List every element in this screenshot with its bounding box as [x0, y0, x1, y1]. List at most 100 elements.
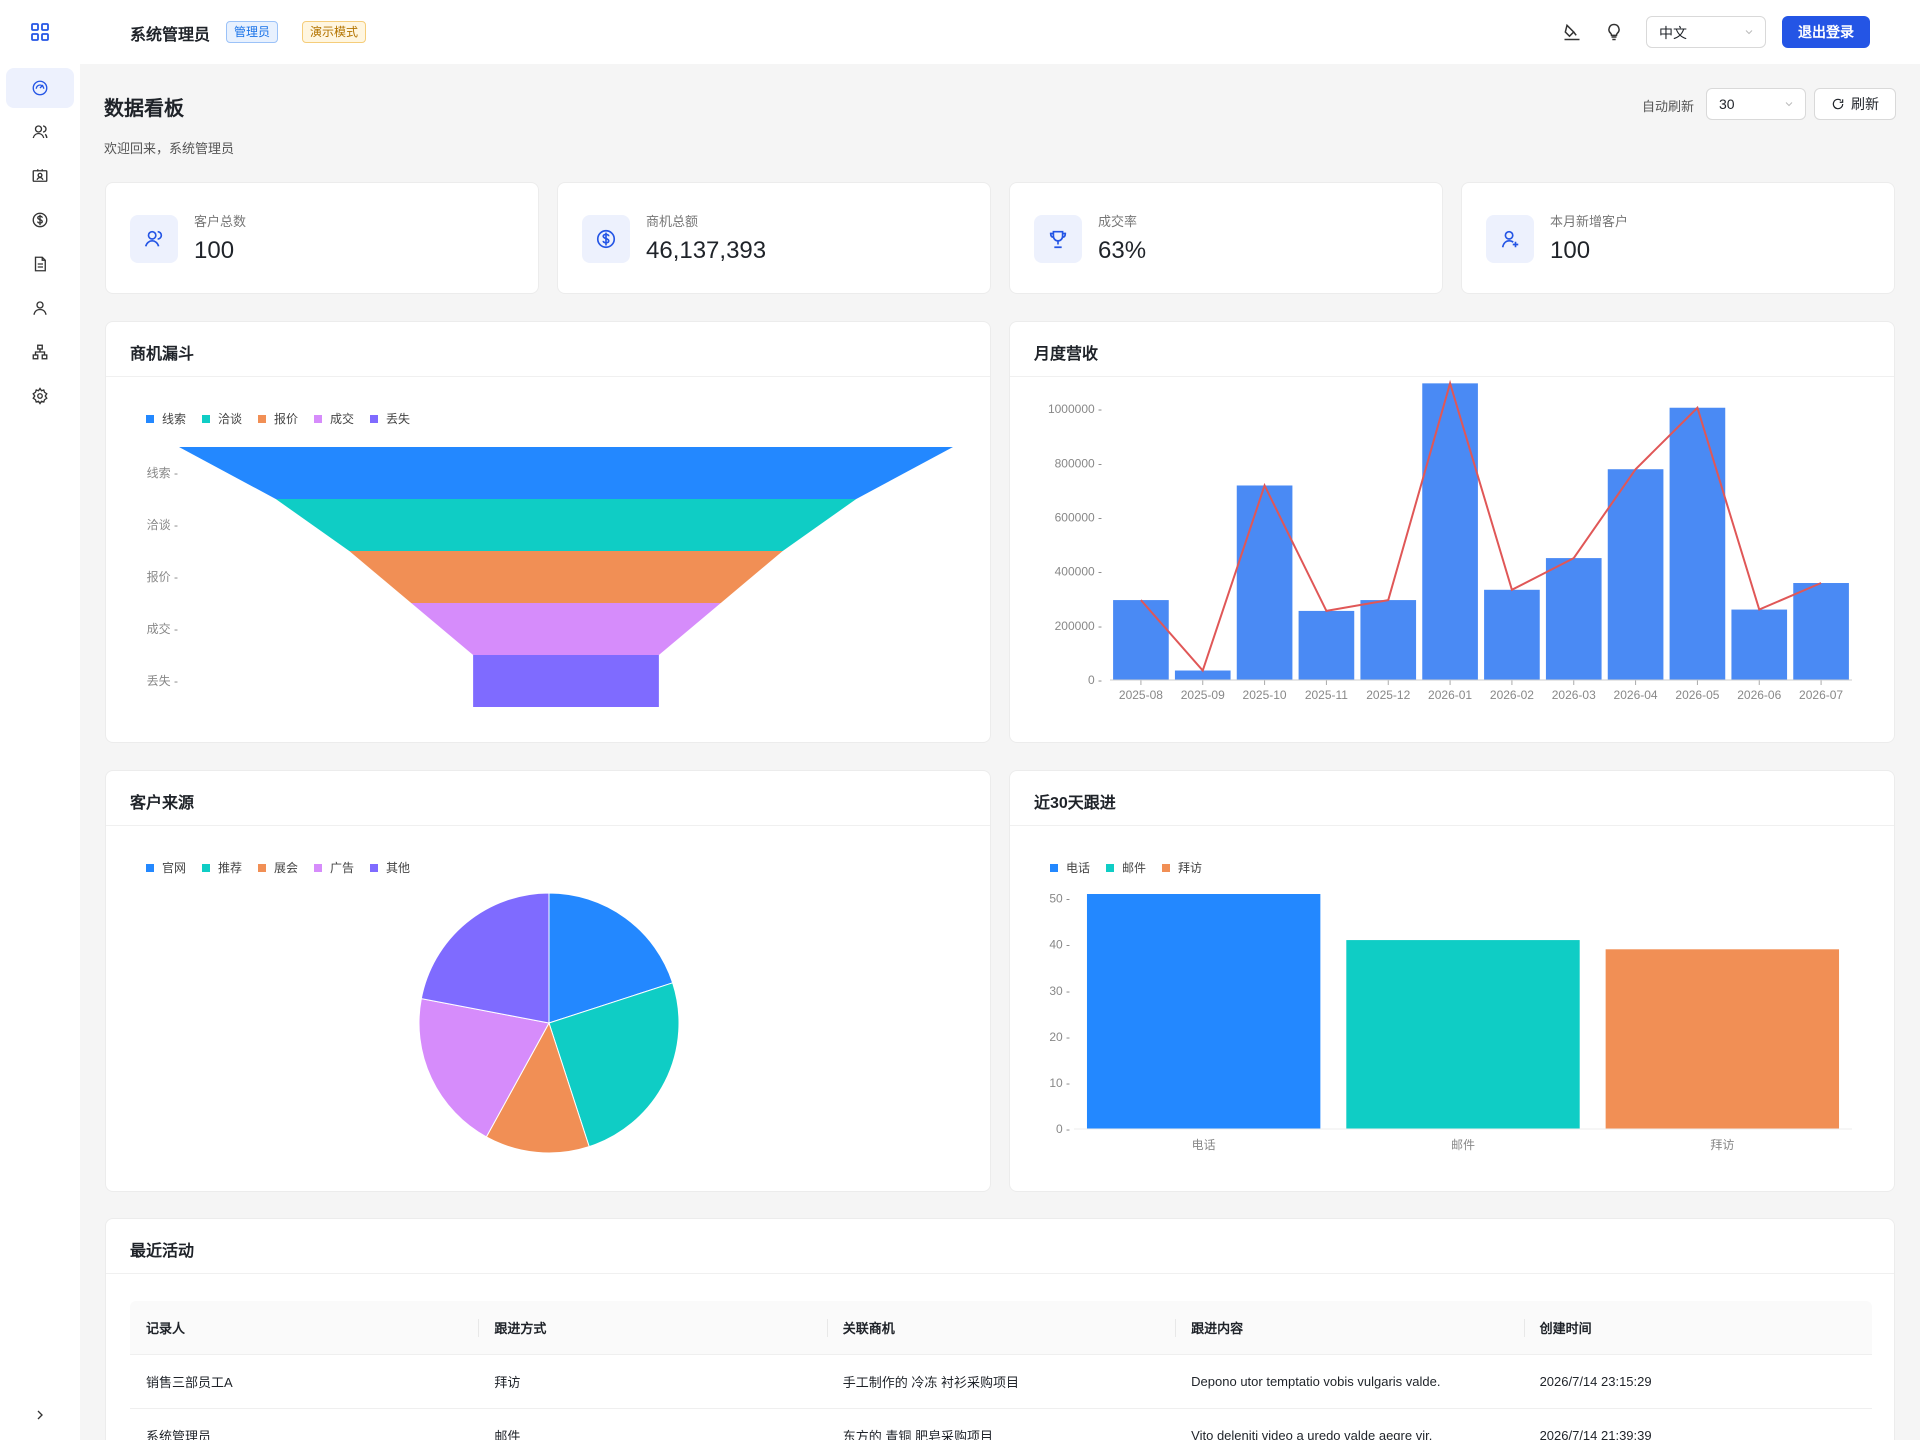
legend-swatch [258, 864, 266, 872]
legend-swatch [202, 415, 210, 423]
app-title: 系统管理员 [130, 27, 211, 44]
table-cell: 拜访 [494, 1375, 521, 1390]
document-icon [34, 256, 46, 272]
gear-icon [32, 387, 48, 405]
legend-swatch [202, 864, 210, 872]
pie-slice [548, 892, 674, 1024]
x-tick-label: 电话 [1192, 1138, 1216, 1152]
table-row[interactable]: 系统管理员 邮件 东方的 青铜 肥皂采购项目 Vito deleniti vid… [130, 1409, 1872, 1440]
auto-refresh-label: 自动刷新 [1642, 99, 1695, 114]
table-cell: 手工制作的 冷冻 衬衫采购项目 [842, 1375, 1020, 1390]
legend-swatch [1162, 864, 1170, 872]
x-tick-label: 2026-01 [1428, 688, 1472, 702]
sidebar [0, 0, 80, 1440]
sidebar-item-organization[interactable] [6, 332, 74, 372]
legend-swatch [370, 415, 378, 423]
legend-label: 官网 [162, 860, 186, 875]
funnel-segment [179, 447, 953, 499]
y-tick-label: 200000 - [1055, 619, 1102, 633]
x-tick-label: 邮件 [1451, 1138, 1475, 1152]
x-tick-label: 2026-03 [1552, 688, 1596, 702]
bulb-icon[interactable] [1604, 22, 1624, 42]
revenue-bar [1298, 610, 1355, 680]
theme-icon[interactable] [1562, 22, 1582, 42]
revenue-bar [1545, 558, 1602, 680]
refresh-icon [1832, 98, 1844, 110]
panel-title: 最近活动 [130, 1243, 195, 1260]
legend-swatch [370, 864, 378, 872]
column-header: 跟进方式 [478, 1301, 826, 1354]
user-icon [33, 301, 47, 315]
y-tick-label: 800000 - [1055, 456, 1102, 470]
sidebar-item-dashboard[interactable] [6, 68, 74, 108]
x-tick-label: 2026-07 [1799, 688, 1843, 702]
stat-label: 商机总额 [646, 214, 699, 229]
welcome-text: 欢迎回来，系统管理员 [104, 141, 235, 156]
followup-bar [1346, 940, 1580, 1129]
org-chart-icon [32, 344, 48, 360]
sidebar-item-opportunities[interactable] [6, 200, 74, 240]
table-cell: 2026/7/14 21:39:39 [1539, 1428, 1652, 1440]
apps-grid-icon[interactable] [28, 20, 52, 44]
followup-bar [1605, 949, 1840, 1129]
top-header: 系统管理员 管理员 演示模式 中文 退出登录 [80, 0, 1920, 64]
followup-chart: 电话 邮件 拜访0 -10 -20 -30 -40 -50 -电话 邮件 拜访 [1049, 861, 1852, 1152]
contact-card-icon [32, 169, 48, 182]
revenue-trend-line [1140, 379, 1822, 673]
table-row[interactable]: 销售三部员工A 拜访 手工制作的 冷冻 衬衫采购项目 Depono utor t… [130, 1355, 1872, 1409]
followup-panel: 近30天跟进 电话 邮件 拜访 0 -10 -20 -30 -40 -50 - 电话 邮件… [1009, 770, 1895, 1192]
funnel-segment [473, 655, 659, 707]
language-select[interactable]: 中文 [1646, 16, 1766, 48]
x-tick-label: 2026-05 [1675, 688, 1719, 702]
sidebar-item-users[interactable] [6, 288, 74, 328]
column-header: 关联商机 [826, 1301, 1175, 1354]
legend-label: 拜访 [1178, 861, 1202, 875]
legend-label: 丢失 [386, 411, 410, 426]
page-title: 数据看板 [104, 98, 184, 120]
stat-value: 63% [1098, 237, 1147, 264]
y-tick-label: 0 - [1088, 673, 1102, 687]
auto-refresh-select[interactable]: 30 [1706, 88, 1806, 120]
sidebar-item-settings[interactable] [6, 376, 74, 416]
role-tag: 管理员 [226, 21, 279, 43]
sidebar-item-contacts[interactable] [6, 156, 74, 196]
revenue-bar [1113, 600, 1169, 680]
legend-label: 报价 [274, 411, 298, 426]
legend-label: 广告 [330, 861, 354, 875]
pie-slice [418, 998, 550, 1138]
y-tick-label: 50 - [1049, 892, 1070, 906]
logout-button[interactable]: 退出登录 [1782, 16, 1870, 48]
revenue-bar [1236, 485, 1293, 680]
revenue-chart: 0 - 200000 - 400000 - 600000 - 800000 - 10000… [1048, 379, 1852, 702]
x-tick-label: 2025-08 [1119, 688, 1163, 702]
legend-swatch [314, 864, 322, 872]
panel-title: 商机漏斗 [130, 346, 195, 363]
panel-title: 月度营收 [1034, 346, 1099, 363]
sidebar-item-customers[interactable] [6, 112, 74, 152]
y-tick-label: 20 - [1049, 1030, 1070, 1044]
legend-label: 成交 [330, 411, 354, 426]
followup-bar [1086, 894, 1321, 1129]
funnel-panel: 商机漏斗 线索 洽谈 报价 成交 丢失 线索 - 洽谈 - 报价 - 成交 - 丢失 - [105, 321, 991, 743]
legend-label: 推荐 [218, 861, 242, 875]
legend-label: 洽谈 [218, 412, 242, 426]
column-header: 跟进内容 [1175, 1301, 1523, 1354]
legend-label: 其他 [386, 861, 410, 875]
pie-slice [420, 892, 550, 1024]
legend-label: 电话 [1066, 861, 1090, 875]
stat-card-conversion-rate: 成交率 63% [1009, 182, 1443, 294]
table-cell: 东方的 青铜 肥皂采购项目 [842, 1429, 994, 1440]
table-cell: 2026/7/14 23:15:29 [1539, 1374, 1652, 1389]
legend-swatch [1106, 864, 1114, 872]
sidebar-collapse-button[interactable] [28, 1403, 52, 1427]
refresh-button[interactable]: 刷新 [1814, 88, 1896, 120]
chevron-down-icon [1745, 30, 1753, 35]
legend-swatch [146, 415, 154, 423]
source-pie-chart: 官网 推荐 展会 广告 其他 [146, 860, 680, 1154]
sidebar-item-contracts[interactable] [6, 244, 74, 284]
y-tick-label: 40 - [1049, 938, 1070, 952]
activity-table: 记录人 跟进方式 关联商机 跟进内容 创建时间 销售三部员工A 拜访 手工制作的… [130, 1301, 1872, 1440]
y-tick-label: 600000 - [1055, 510, 1102, 524]
x-tick-label: 2026-06 [1737, 688, 1781, 702]
